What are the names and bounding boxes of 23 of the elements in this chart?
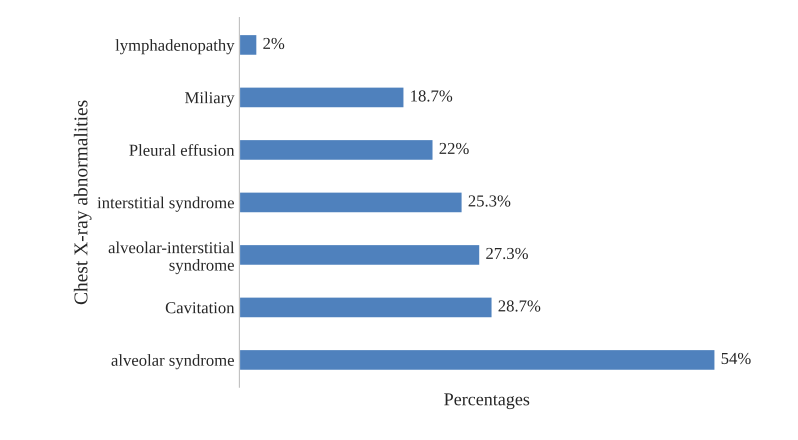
bar [239,348,716,372]
bar [239,191,463,214]
y-tick-label: lymphadenopathy [115,39,234,54]
y-tick-label: alveolar syndrome [112,354,234,370]
bar [239,296,493,319]
data-label: 54% [722,352,751,364]
data-label: 22% [440,142,469,154]
y-tick-label: Miliary [185,92,234,107]
data-label: 18.7% [411,90,452,102]
bar [239,138,434,162]
y-axis-title: Chest X-ray abnormalities [74,100,92,304]
data-label: 25.3% [468,195,510,207]
data-label: 28.7% [498,300,540,312]
y-tick-label: Cavitation [166,302,234,314]
data-label: 2% [263,38,284,50]
y-tick-label: Pleural effusion [129,144,234,156]
bar [239,34,258,56]
bar [239,244,481,266]
bar [239,86,405,109]
data-label: 27.3% [486,248,528,260]
x-axis-title: Percentages [444,393,530,410]
y-tick-label: interstitial syndrome [97,196,234,212]
y-tick-label: alveolar-interstitial syndrome [108,242,234,274]
